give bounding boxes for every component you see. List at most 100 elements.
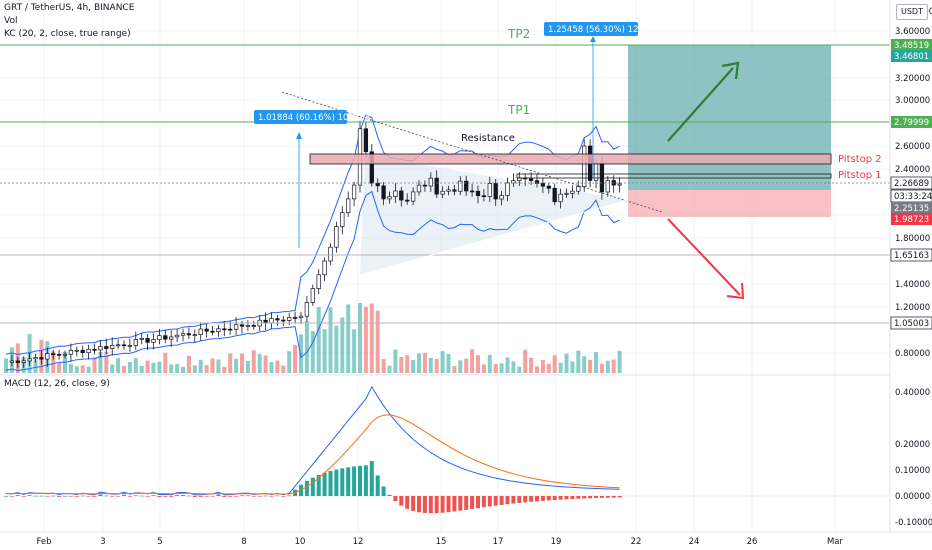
macd-histogram-bar: [33, 495, 38, 497]
macd-histogram-bar: [411, 496, 416, 511]
volume-bar: [322, 329, 327, 373]
volume-bar: [605, 360, 610, 373]
time-axis[interactable]: Feb 3 5 8 10 12 15 17 19 22 24 26 Mar: [36, 537, 843, 547]
candle-body: [27, 358, 32, 362]
candle-body: [528, 178, 534, 181]
pitstop-2-box[interactable]: [309, 153, 832, 165]
volume-bar: [470, 349, 475, 373]
volume-bar: [611, 359, 616, 373]
volume-legend[interactable]: Vol: [4, 16, 18, 26]
candle-body: [210, 330, 215, 333]
time-tick-label: Mar: [827, 537, 844, 547]
volume-bar: [446, 354, 451, 373]
target-zone[interactable]: [628, 45, 831, 190]
candle-body: [570, 190, 575, 194]
volume-bar: [517, 366, 522, 373]
candle-body: [434, 177, 439, 195]
macd-axis[interactable]: 0.40000 0.20000 0.10000 0.00000 -0.10000: [895, 388, 932, 528]
volume-bar: [186, 355, 191, 373]
price-tick-label: 0.80000: [895, 349, 930, 359]
macd-legend[interactable]: MACD (12, 26, close, 9): [4, 379, 110, 389]
candle-body: [275, 318, 280, 321]
macd-histogram-bar: [240, 495, 244, 497]
pitstop-1-box[interactable]: [516, 173, 832, 179]
macd-histogram-bar: [210, 496, 215, 497]
volume-bar: [476, 355, 480, 373]
candle-body: [440, 190, 445, 195]
macd-histogram-bar: [576, 496, 581, 499]
symbol-legend[interactable]: GRT / TetherUS, 4h, BINANCE: [4, 3, 135, 13]
volume-bar: [299, 334, 303, 373]
candle-body: [15, 360, 20, 363]
macd-histogram-bar: [169, 496, 174, 497]
volume-bar: [582, 356, 587, 373]
resistance-label: Resistance: [461, 133, 515, 144]
stop-zone[interactable]: [628, 190, 831, 217]
volume-bar: [33, 360, 38, 373]
volume-bar: [210, 358, 215, 373]
grid-lines: [0, 0, 890, 532]
macd-tick-label: 0.40000: [895, 388, 930, 398]
volume-bar: [328, 307, 333, 373]
volume-bar: [263, 355, 268, 373]
kc-lower-band: [5, 190, 620, 372]
price-tick-label: 2.40000: [895, 165, 930, 175]
candle-body: [192, 334, 197, 337]
candle-body: [576, 186, 581, 192]
price-tick-label: 1.40000: [895, 280, 930, 290]
macd-histogram-bar: [564, 496, 569, 500]
tp1-label: TP1: [507, 103, 530, 117]
price-tag-last: [890, 176, 932, 190]
candle-body: [110, 344, 115, 349]
macd-histogram-bar: [611, 496, 616, 498]
volume-bar: [464, 358, 469, 373]
candle-body: [452, 189, 457, 192]
candle-body: [127, 345, 133, 347]
candle-body: [86, 348, 91, 354]
bullish-arrow[interactable]: [667, 67, 734, 142]
macd-histogram-bar: [582, 496, 587, 499]
macd-histogram-bar: [594, 496, 598, 499]
macd-histogram-bar: [540, 496, 545, 501]
volume-bar: [287, 351, 292, 373]
candle-body: [351, 184, 357, 200]
macd-histogram-bar: [316, 474, 321, 496]
candle-body: [458, 180, 463, 192]
macd-histogram-bar: [558, 496, 563, 500]
measure-2-label: 1.25458 (56.30%) 125458: [548, 25, 660, 35]
time-tick-label: 17: [493, 537, 504, 547]
macd-histogram-bar: [27, 495, 32, 496]
macd-histogram-bar: [151, 495, 156, 496]
support-trendline[interactable]: [359, 199, 629, 276]
bearish-arrow[interactable]: [667, 218, 741, 296]
volume-bar: [151, 362, 156, 373]
macd-histogram-bar: [346, 467, 351, 496]
volume-bar: [251, 350, 256, 373]
volume-bar: [558, 362, 563, 373]
macd-histogram-bar: [617, 496, 622, 498]
currency-label[interactable]: USDT: [896, 4, 928, 20]
keltner-channel: [5, 114, 620, 372]
volume-bar: [393, 349, 398, 373]
macd-histogram-bar: [245, 495, 250, 497]
macd-histogram-bar: [198, 496, 203, 497]
candle-body: [446, 189, 451, 192]
kc-legend[interactable]: KC (20, 2, close, true range): [4, 29, 131, 39]
macd-histogram-bar: [588, 496, 593, 499]
volume-bar: [245, 360, 250, 373]
time-tick-label: 26: [747, 537, 758, 547]
macd-histogram-bar: [452, 496, 457, 512]
macd-histogram-bar: [517, 496, 522, 503]
candle-body: [45, 353, 50, 360]
macd-histogram-bar: [505, 496, 510, 505]
resistance-trendline[interactable]: [281, 91, 663, 213]
candle-body: [399, 190, 404, 201]
candle-body: [617, 183, 622, 186]
volume-bar: [346, 304, 351, 373]
candle-body: [499, 195, 504, 200]
volume-bar: [228, 353, 233, 373]
price-axis-bg[interactable]: [890, 0, 932, 532]
volume-bar: [257, 354, 262, 373]
macd-histogram-bar: [80, 495, 85, 497]
